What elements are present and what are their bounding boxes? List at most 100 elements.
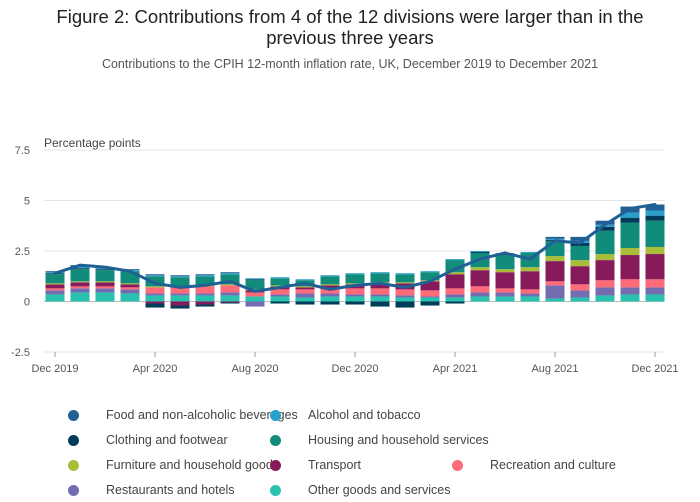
bar-segment — [520, 293, 540, 297]
bar-segment — [595, 280, 615, 288]
bar-segment — [645, 246, 665, 255]
bar-segment — [520, 271, 540, 290]
bar-segment — [620, 279, 640, 288]
bar-segment — [145, 287, 165, 294]
bar-segment — [70, 281, 90, 283]
bar-segment — [320, 296, 340, 302]
bar-segment — [95, 288, 115, 293]
bar-segment — [245, 279, 265, 281]
bar-segment — [170, 276, 190, 278]
bar-segment — [195, 293, 215, 296]
bar-segment — [470, 286, 490, 293]
bar-segment — [470, 296, 490, 302]
chart-title-line-1: Figure 2: Contributions from 4 of the 12… — [56, 6, 644, 27]
bar-segment — [545, 261, 565, 282]
legend-item: Recreation and culture — [452, 458, 616, 472]
bar-segment — [345, 288, 365, 295]
bar-segment — [445, 272, 465, 275]
legend-swatch — [270, 434, 281, 446]
x-tick-label: Aug 2020 — [231, 363, 278, 375]
bar-segment — [270, 301, 290, 304]
bar-segment — [170, 293, 190, 296]
bar-segment — [470, 252, 490, 254]
bar-segment — [470, 251, 490, 253]
bar-segment — [595, 287, 615, 296]
bar-segment — [70, 268, 90, 270]
bar-segment — [295, 286, 315, 288]
bar-segment — [445, 288, 465, 295]
chart-area: Percentage points -2.5 0 2.5 5 7.5 Dec 2019 Ap… — [11, 136, 679, 375]
bar-segment — [445, 274, 465, 289]
legend-swatch — [270, 484, 281, 496]
legend-label: Furniture and household goods — [106, 458, 280, 472]
legend-item: Food and non-alcoholic beverages — [68, 408, 298, 422]
bar-segment — [545, 236, 565, 239]
bar-segment — [270, 277, 290, 279]
bar-segment — [370, 273, 390, 283]
x-tick-label: Dec 2021 — [631, 363, 678, 375]
bar-segment — [195, 295, 215, 302]
bar-segment — [395, 297, 415, 302]
bar-segment — [570, 297, 590, 302]
legend-label: Alcohol and tobacco — [308, 408, 421, 422]
bar-segment — [70, 282, 90, 287]
bar-segment — [445, 259, 465, 261]
bar-segment — [245, 280, 265, 290]
bar-segment — [645, 254, 665, 280]
bar-segment — [395, 273, 415, 275]
bar-segment — [545, 238, 565, 240]
bar-segment — [595, 226, 615, 231]
bar-segment — [645, 220, 665, 247]
legend-swatch — [452, 459, 463, 471]
bar-segment — [95, 282, 115, 287]
bar-segment — [420, 296, 440, 298]
bar-segment — [620, 255, 640, 280]
bar-segment — [645, 279, 665, 288]
bar-segment — [595, 254, 615, 261]
bar-segment — [245, 278, 265, 280]
bar-segment — [645, 215, 665, 221]
bar-segment — [120, 287, 140, 290]
bar-segment — [470, 292, 490, 297]
bar-segment — [270, 278, 290, 286]
legend-label: Clothing and footwear — [106, 433, 228, 447]
legend-swatch — [270, 459, 281, 471]
bar-segment — [445, 297, 465, 302]
bar-segment — [295, 289, 315, 294]
bar-segment — [645, 210, 665, 216]
bar-segment — [45, 284, 65, 289]
bar-segment — [545, 281, 565, 286]
bar-segment — [570, 236, 590, 241]
bar-segment — [395, 301, 415, 308]
bar-segment — [195, 275, 215, 277]
bar-segment — [220, 284, 240, 286]
y-tick-label: 0 — [24, 297, 30, 309]
bar-segment — [70, 267, 90, 269]
legend-label: Other goods and services — [308, 483, 451, 497]
bar-segment — [620, 294, 640, 302]
x-tick-label: Apr 2020 — [133, 363, 178, 375]
bar-segment — [595, 295, 615, 302]
bar-segment — [345, 274, 365, 284]
legend-swatch — [68, 434, 79, 446]
bar-segment — [345, 283, 365, 285]
bar-segment — [370, 288, 390, 295]
bar-segment — [95, 292, 115, 302]
legend-label: Food and non-alcoholic beverages — [106, 408, 298, 422]
bar-segment — [620, 247, 640, 256]
bar-segment — [645, 204, 665, 211]
legend-swatch — [68, 409, 79, 421]
bar-segment — [95, 269, 115, 271]
bar-segment — [395, 289, 415, 296]
bar-segment — [370, 272, 390, 274]
y-tick-label: -2.5 — [11, 347, 30, 359]
y-tick-label: 7.5 — [15, 145, 30, 157]
bar-segment — [345, 294, 365, 297]
bar-segment — [120, 283, 140, 285]
bar-segment — [620, 212, 640, 218]
bar-segment — [645, 287, 665, 295]
bar-segment — [245, 296, 265, 302]
bar-segment — [45, 290, 65, 295]
legend-item: Furniture and household goods — [68, 458, 279, 472]
